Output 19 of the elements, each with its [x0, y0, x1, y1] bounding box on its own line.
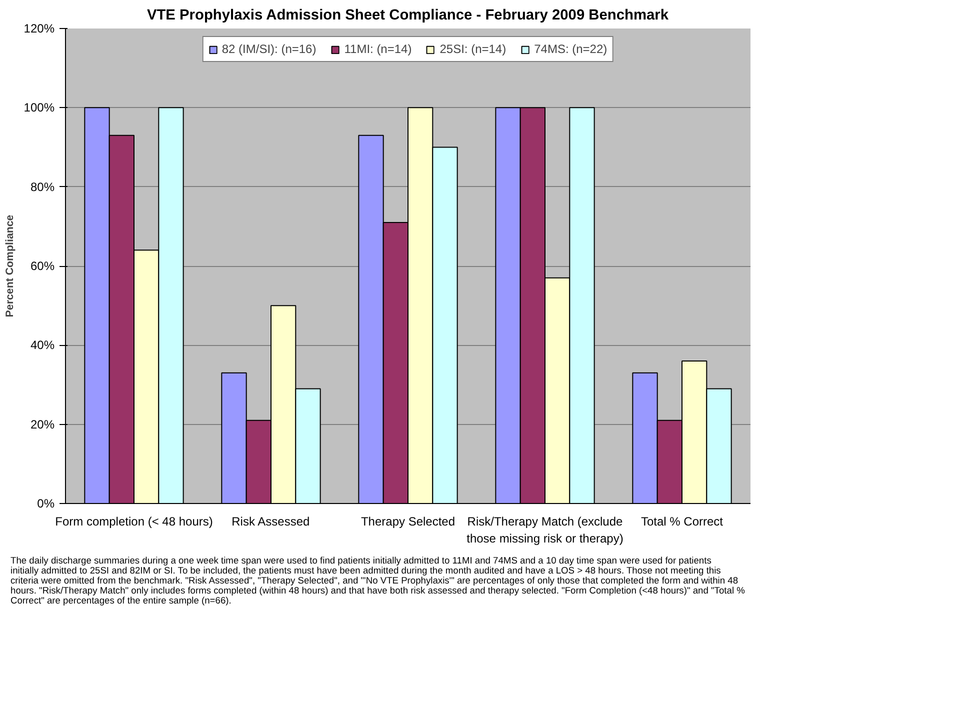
y-tick-label: 60% [30, 259, 55, 273]
legend-label: 74MS: (n=22) [534, 42, 608, 56]
y-tick-label: 100% [24, 100, 55, 115]
x-tick-label: Risk/Therapy Match (exclude those missing risk or therapy) [466, 514, 624, 546]
x-tick-label: Total % Correct [640, 514, 724, 528]
legend-label: 11MI: (n=14) [344, 42, 412, 56]
y-tick-label: 120% [24, 22, 55, 36]
y-tick-label: 80% [30, 180, 55, 194]
y-axis-title: Percent Compliance [4, 214, 16, 318]
x-tick-label: Form completion (< 48 hours) [55, 514, 213, 528]
y-tick-label: 40% [30, 338, 55, 352]
legend-label: 25SI: (n=14) [440, 42, 506, 56]
y-tick-label: 0% [37, 496, 55, 510]
x-tick-label: Risk Assessed [232, 514, 310, 528]
chart-title: VTE Prophylaxis Admission Sheet Compliance - February 2009 Benchmark [146, 8, 670, 24]
x-tick-label: Therapy Selected [360, 514, 456, 528]
legend-label: 82 (IM/SI): (n=16) [222, 42, 316, 56]
y-tick-label: 20% [30, 417, 55, 432]
text: The daily discharge summaries during a one week time span were used to find patients initially admitted to 11MI and 74MS and a 10 day time span were used for patients initially admitted to 25SI and 82IM or SI. To be included, the patients must have been admitted during the month audited and have a LOS > 48 hours. Those not meeting this criteria were omitted from the benchmark. "Risk Assessed", "Therapy Selected", and "'No VTE Prophylaxis'" are percentages of only those that completed the form and within 48 hours. "Risk/Therapy Match" only includes forms completed (within 48 hours) and that have both risk assessed and therapy selected. "Form Completion (<48 hours)" and "Total % Correct" are percentages of the entire sample (n=66). [10, 556, 745, 606]
